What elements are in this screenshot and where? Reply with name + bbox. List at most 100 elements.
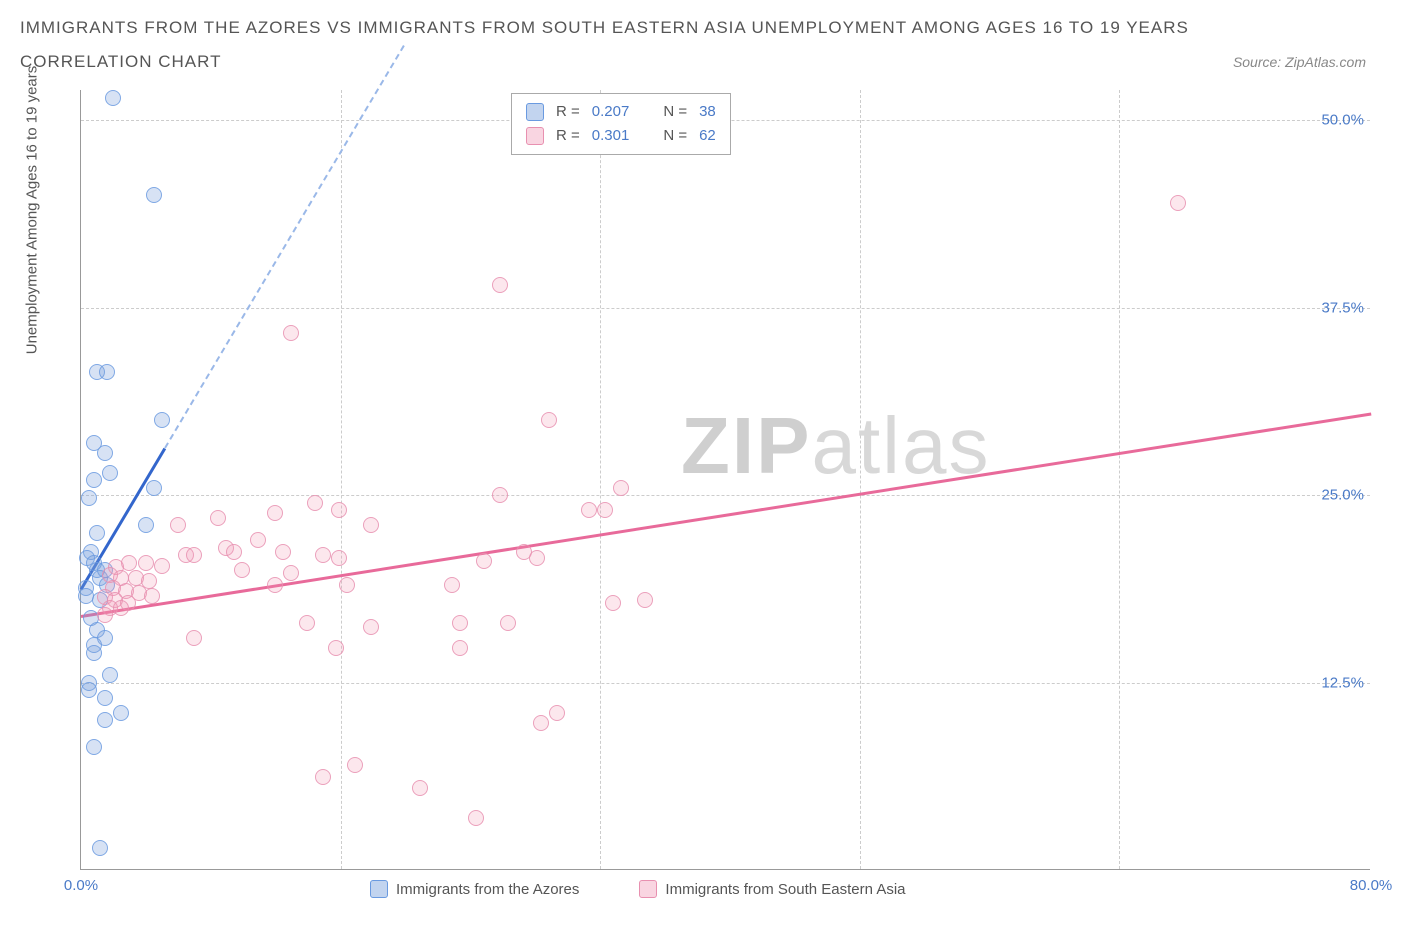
- scatter-point: [86, 739, 102, 755]
- bottom-legend-item: Immigrants from South Eastern Asia: [639, 880, 905, 898]
- scatter-point: [581, 502, 597, 518]
- legend-label: Immigrants from South Eastern Asia: [665, 881, 905, 898]
- chart-container: Unemployment Among Ages 16 to 19 years 1…: [20, 90, 1386, 910]
- scatter-point: [81, 682, 97, 698]
- scatter-point: [154, 558, 170, 574]
- scatter-point: [283, 325, 299, 341]
- xtick-label: 80.0%: [1350, 877, 1393, 894]
- legend-r-value: 0.207: [592, 100, 630, 124]
- chart-title: IMMIGRANTS FROM THE AZORES VS IMMIGRANTS…: [20, 18, 1386, 38]
- chart-subtitle: CORRELATION CHART: [20, 52, 222, 72]
- legend-n-value: 38: [699, 100, 716, 124]
- scatter-point: [86, 472, 102, 488]
- scatter-point: [146, 480, 162, 496]
- scatter-point: [267, 505, 283, 521]
- scatter-point: [476, 553, 492, 569]
- legend-swatch: [639, 880, 657, 898]
- stats-legend: R = 0.207 N = 38 R = 0.301 N = 62: [511, 93, 731, 155]
- scatter-point: [328, 640, 344, 656]
- scatter-point: [267, 577, 283, 593]
- scatter-point: [444, 577, 460, 593]
- scatter-point: [529, 550, 545, 566]
- scatter-point: [102, 667, 118, 683]
- stats-legend-row: R = 0.207 N = 38: [526, 100, 716, 124]
- ytick-label: 12.5%: [1321, 674, 1364, 691]
- subtitle-row: CORRELATION CHART Source: ZipAtlas.com: [20, 52, 1386, 72]
- scatter-point: [613, 480, 629, 496]
- plot-area: 12.5%25.0%37.5%50.0%0.0%80.0%ZIPatlasR =…: [80, 90, 1370, 870]
- scatter-point: [97, 607, 113, 623]
- scatter-point: [549, 705, 565, 721]
- bottom-legend-item: Immigrants from the Azores: [370, 880, 579, 898]
- gridline-v: [1119, 90, 1120, 869]
- ytick-label: 50.0%: [1321, 112, 1364, 129]
- scatter-point: [186, 630, 202, 646]
- xtick-label: 0.0%: [64, 877, 98, 894]
- legend-swatch: [526, 127, 544, 145]
- scatter-point: [637, 592, 653, 608]
- gridline-h: [81, 308, 1370, 309]
- y-axis-label: Unemployment Among Ages 16 to 19 years: [24, 66, 41, 355]
- scatter-point: [468, 810, 484, 826]
- scatter-point: [533, 715, 549, 731]
- scatter-point: [154, 412, 170, 428]
- scatter-point: [412, 780, 428, 796]
- scatter-point: [99, 364, 115, 380]
- scatter-point: [275, 544, 291, 560]
- scatter-point: [113, 600, 129, 616]
- scatter-point: [226, 544, 242, 560]
- legend-r-value: 0.301: [592, 124, 630, 148]
- scatter-point: [492, 277, 508, 293]
- scatter-point: [250, 532, 266, 548]
- scatter-point: [138, 555, 154, 571]
- gridline-v: [860, 90, 861, 869]
- scatter-point: [363, 619, 379, 635]
- scatter-point: [144, 588, 160, 604]
- ytick-label: 37.5%: [1321, 299, 1364, 316]
- scatter-point: [105, 90, 121, 106]
- scatter-point: [113, 705, 129, 721]
- scatter-point: [315, 547, 331, 563]
- scatter-point: [299, 615, 315, 631]
- scatter-point: [492, 487, 508, 503]
- trend-line: [164, 45, 404, 448]
- scatter-point: [597, 502, 613, 518]
- scatter-point: [283, 565, 299, 581]
- scatter-point: [339, 577, 355, 593]
- source-attribution: Source: ZipAtlas.com: [1233, 54, 1386, 70]
- scatter-point: [81, 490, 97, 506]
- scatter-point: [170, 517, 186, 533]
- legend-swatch: [370, 880, 388, 898]
- stats-legend-row: R = 0.301 N = 62: [526, 124, 716, 148]
- scatter-point: [97, 445, 113, 461]
- scatter-point: [97, 690, 113, 706]
- scatter-point: [452, 640, 468, 656]
- scatter-point: [1170, 195, 1186, 211]
- legend-label: Immigrants from the Azores: [396, 881, 579, 898]
- scatter-point: [331, 502, 347, 518]
- header: IMMIGRANTS FROM THE AZORES VS IMMIGRANTS…: [0, 0, 1406, 72]
- legend-n-label: N =: [663, 124, 687, 148]
- legend-n-label: N =: [663, 100, 687, 124]
- scatter-point: [138, 517, 154, 533]
- scatter-point: [307, 495, 323, 511]
- legend-r-label: R =: [556, 100, 580, 124]
- watermark: ZIPatlas: [681, 400, 990, 492]
- gridline-h: [81, 683, 1370, 684]
- gridline-v: [600, 90, 601, 869]
- scatter-point: [331, 550, 347, 566]
- scatter-point: [500, 615, 516, 631]
- scatter-point: [605, 595, 621, 611]
- gridline-v: [341, 90, 342, 869]
- scatter-point: [86, 645, 102, 661]
- scatter-point: [97, 712, 113, 728]
- scatter-point: [146, 187, 162, 203]
- legend-swatch: [526, 103, 544, 121]
- scatter-point: [89, 525, 105, 541]
- ytick-label: 25.0%: [1321, 487, 1364, 504]
- scatter-point: [92, 840, 108, 856]
- legend-n-value: 62: [699, 124, 716, 148]
- legend-r-label: R =: [556, 124, 580, 148]
- scatter-point: [347, 757, 363, 773]
- scatter-point: [541, 412, 557, 428]
